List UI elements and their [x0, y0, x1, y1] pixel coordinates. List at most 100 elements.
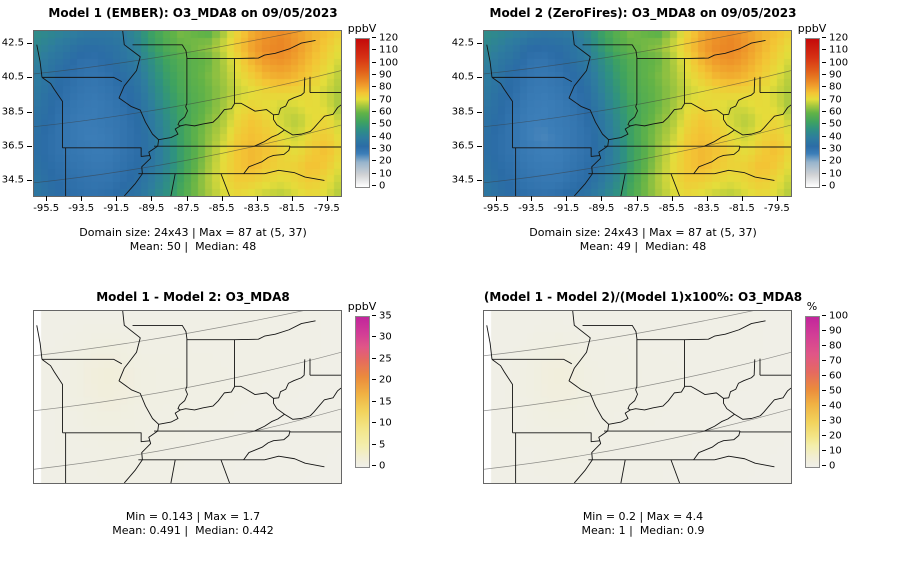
colorbar-ticks: 0 10 20 30 40 50 60 70 80 90 100 — [822, 311, 856, 472]
y-axis — [450, 310, 482, 482]
colorbar-tick-label: 90 — [379, 69, 392, 81]
heatmap-map-model2 — [483, 30, 792, 197]
colorbar-tick-mark — [822, 148, 826, 149]
state-border-line — [244, 431, 290, 460]
y-tick-label: 40.5 — [1, 71, 24, 83]
state-border-line — [254, 130, 284, 146]
state-border-line — [119, 311, 159, 483]
x-tick-mark — [496, 196, 498, 201]
graticule-line — [484, 71, 791, 127]
state-border-line — [735, 388, 791, 419]
state-border-line — [637, 40, 766, 58]
colorbar-tick-mark — [822, 123, 826, 125]
colorbar-tick-label: 110 — [829, 44, 849, 56]
graticule-line — [34, 352, 341, 410]
colorbar-tick-mark — [372, 123, 376, 125]
colorbar-tick-label: 40 — [829, 400, 842, 412]
colorbar-tick-mark — [822, 37, 826, 38]
stats-line-1: Domain size: 24x43 | Max = 87 at (5, 37) — [79, 226, 307, 239]
state-border-line — [671, 174, 680, 196]
colorbar-tick-mark — [822, 172, 826, 174]
colorbar-ticks: 0 5 10 15 20 25 30 35 — [372, 311, 406, 472]
colorbar-tick-mark — [372, 37, 376, 38]
y-tick-mark — [477, 42, 482, 44]
colorbar-tick-mark — [822, 435, 826, 436]
state-border-line — [609, 77, 755, 139]
colorbar-tick-mark — [372, 148, 376, 149]
x-tick-mark — [566, 196, 568, 201]
heatmap-map-difference — [33, 310, 342, 484]
colorbar-tick-label: 50 — [379, 118, 392, 130]
state-border-line — [671, 460, 680, 483]
colorbar-tick-label: 0 — [829, 460, 836, 472]
colorbar-tick-mark — [822, 405, 826, 406]
y-tick-label: 38.5 — [451, 106, 474, 118]
x-tick-label: -81.5 — [278, 203, 305, 214]
x-tick-label: -89.5 — [588, 203, 615, 214]
colorbar-gradient — [355, 316, 370, 468]
state-border-line — [133, 45, 187, 58]
y-tick-label: 38.5 — [1, 106, 24, 118]
colorbar-tick-label: 80 — [829, 81, 842, 93]
state-border-line — [171, 174, 175, 196]
state-borders-overlay — [484, 31, 791, 196]
colorbar-tick-label: 50 — [829, 118, 842, 130]
y-tick-label: 34.5 — [1, 174, 24, 186]
colorbar-tick-mark — [372, 185, 376, 186]
state-border-line — [583, 325, 637, 338]
colorbar-tick-mark — [822, 160, 826, 162]
x-tick-label: -83.5 — [693, 203, 720, 214]
colorbar-tick-mark — [372, 379, 376, 381]
state-border-line — [63, 148, 150, 157]
colorbar-tick-label: 60 — [379, 106, 392, 118]
colorbar-tick-label: 70 — [829, 355, 842, 367]
state-border-line — [187, 40, 316, 58]
state-border-line — [42, 359, 122, 363]
colorbar-tick-label: 50 — [829, 385, 842, 397]
colorbar-tick-mark — [372, 160, 376, 162]
colorbar-tick-mark — [822, 375, 826, 376]
state-border-line — [694, 146, 740, 174]
colorbar-tick-mark — [822, 86, 826, 88]
state-borders-overlay — [484, 311, 791, 483]
colorbar-title: % — [806, 300, 818, 313]
y-tick-mark — [27, 180, 32, 182]
panel-title: Model 1 (EMBER): O3_MDA8 on 09/05/2023 — [48, 6, 338, 20]
colorbar-tick-label: 40 — [379, 131, 392, 143]
colorbar-tick-label: 20 — [379, 155, 392, 167]
colorbar-tick-label: 30 — [829, 143, 842, 155]
colorbar-tick-mark — [822, 111, 826, 112]
heatmap-map-model1 — [33, 30, 342, 197]
colorbar-gradient — [805, 316, 820, 468]
colorbar-tick-label: 100 — [379, 57, 399, 69]
x-tick-label: -93.5 — [68, 203, 95, 214]
colorbar-gradient — [355, 38, 370, 188]
state-border-line — [42, 77, 122, 81]
state-border-line — [715, 456, 775, 467]
colorbar-tick-label: 70 — [829, 94, 842, 106]
y-tick-label: 36.5 — [1, 140, 24, 152]
x-tick-label: -95.5 — [483, 203, 510, 214]
state-border-line — [492, 359, 513, 432]
x-tick-label: -81.5 — [728, 203, 755, 214]
colorbar-gradient — [805, 38, 820, 188]
graticule-line — [484, 125, 791, 183]
x-tick-mark — [601, 196, 603, 201]
x-tick-mark — [81, 196, 83, 201]
x-tick-label: -87.5 — [173, 203, 200, 214]
graticule-line — [34, 31, 341, 74]
y-tick-mark — [477, 146, 482, 148]
colorbar-tick-mark — [372, 86, 376, 88]
colorbar-tick-mark — [372, 111, 376, 112]
state-border-line — [187, 321, 316, 340]
x-tick-label: -89.5 — [138, 203, 165, 214]
x-tick-mark — [256, 196, 258, 201]
colorbar-tick-label: 30 — [379, 143, 392, 155]
state-border-line — [694, 431, 740, 460]
state-border-line — [569, 31, 609, 196]
colorbar-tick-mark — [822, 450, 826, 451]
x-tick-label: -93.5 — [518, 203, 545, 214]
colorbar-tick-label: 20 — [379, 374, 392, 386]
colorbar-tick-label: 70 — [379, 94, 392, 106]
colorbar-ticks: 0 10 20 30 40 50 60 70 80 90 100 110 120 — [372, 33, 406, 192]
